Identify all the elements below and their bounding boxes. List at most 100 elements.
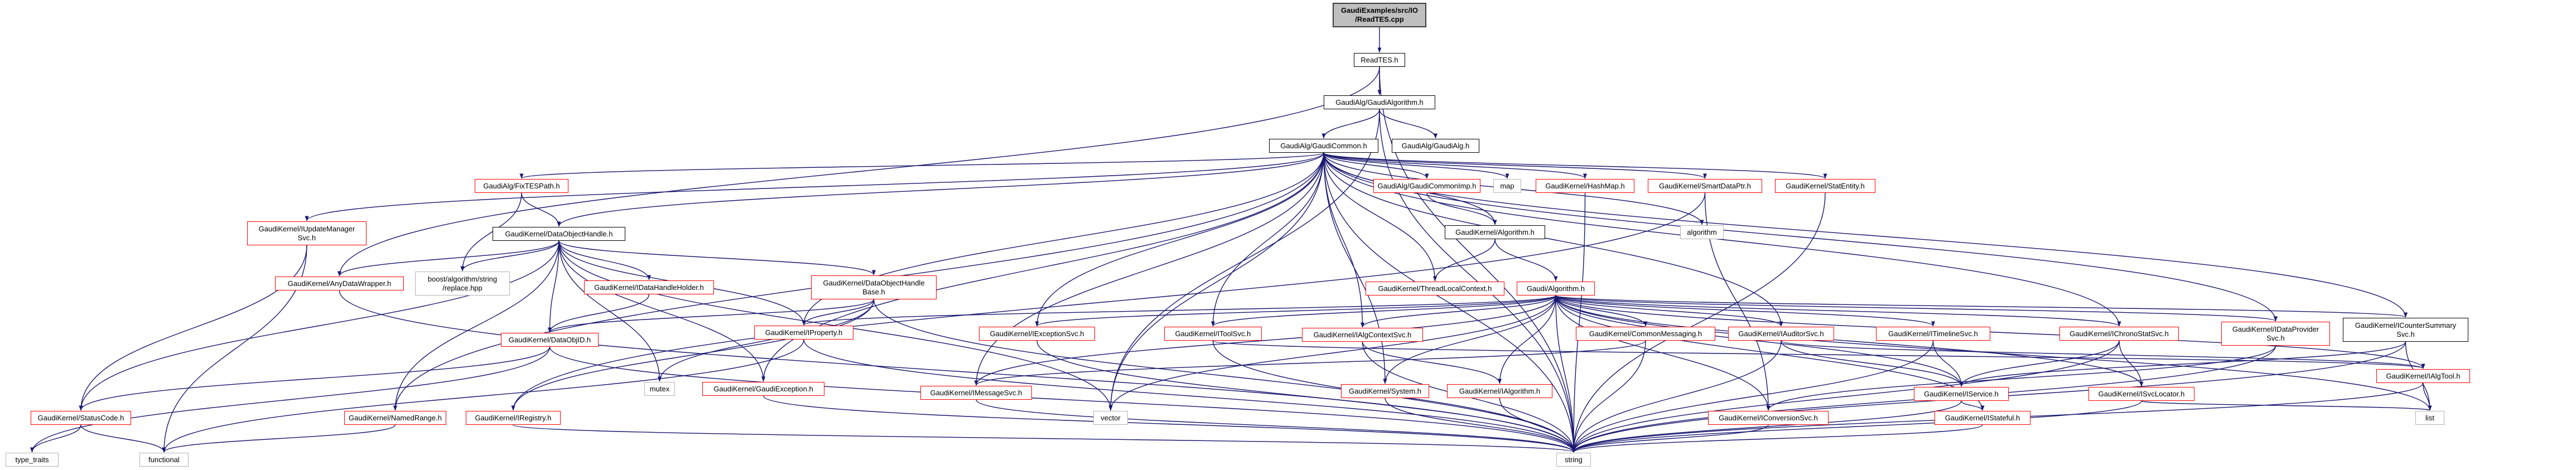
edge-dataobjecthandle-to-gaudiexception — [558, 240, 765, 382]
node-functional[interactable]: functional — [139, 453, 189, 467]
node-isvclocator[interactable]: GaudiKernel/ISvcLocator.h — [2088, 387, 2194, 401]
node-iexceptionsvc[interactable]: GaudiKernel/IExceptionSvc.h — [979, 327, 1095, 341]
edge-dataobjecthandlebase-to-string — [873, 299, 1576, 453]
node-smartdataptr[interactable]: GaudiKernel/SmartDataPtr.h — [1648, 179, 1762, 193]
node-mutex[interactable]: mutex — [644, 382, 675, 396]
node-idataprovidersvc[interactable]: GaudiKernel/IDataProvider Svc.h — [2221, 322, 2330, 346]
edge-gaudicommon-to-iexceptionsvc — [1035, 152, 1324, 327]
edge-gaudicommon-to-iupdatemanagersvc — [305, 152, 1324, 221]
node-ichronostatsvc[interactable]: GaudiKernel/IChronoStatSvc.h — [2059, 327, 2179, 341]
edge-gaudi_algorithm-to-commonmessaging — [1555, 295, 1648, 327]
node-algorithm_std[interactable]: algorithm — [1680, 225, 1724, 239]
node-dataobjecthandlebase[interactable]: GaudiKernel/DataObjectHandle Base.h — [811, 275, 937, 299]
node-ialgorithm[interactable]: GaudiKernel/IAlgorithm.h — [1447, 384, 1552, 398]
node-icountersummarysvc[interactable]: GaudiKernel/ICounterSummary Svc.h — [2343, 318, 2468, 342]
edge-isvclocator-to-list — [2141, 400, 2432, 411]
edge-iregistry-to-string — [513, 424, 1575, 453]
edge-gaudicommon-to-smartdataptr — [1323, 152, 1707, 179]
node-fixtespath[interactable]: GaudiAlg/FixTESPath.h — [475, 179, 568, 193]
edge-idatahandleholder-to-dataobjid — [548, 294, 650, 333]
node-itoolsvc[interactable]: GaudiKernel/IToolSvc.h — [1164, 327, 1262, 341]
edge-gaudi_algorithm-to-iservice — [1555, 295, 1964, 387]
node-commonmessaging[interactable]: GaudiKernel/CommonMessaging.h — [1576, 327, 1715, 341]
node-hashmap[interactable]: GaudiKernel/HashMap.h — [1536, 179, 1634, 193]
node-iconversionsvc[interactable]: GaudiKernel/IConversionSvc.h — [1708, 411, 1829, 425]
edge-ialgcontextsvc-to-ialgorithm — [1362, 341, 1502, 384]
node-statuscode[interactable]: GaudiKernel/StatusCode.h — [31, 411, 131, 425]
edge-gaudialgorithm-to-gaudialg — [1379, 109, 1437, 139]
node-iauditorsvc[interactable]: GaudiKernel/IAuditorSvc.h — [1728, 327, 1834, 341]
node-list[interactable]: list — [2415, 411, 2444, 425]
node-threadlocalcontext[interactable]: GaudiKernel/ThreadLocalContext.h — [1366, 282, 1504, 295]
edge-istateful-to-string — [1571, 424, 1983, 453]
edge-gaudicommon-to-gaudiexception — [761, 152, 1324, 382]
node-imessagesvc[interactable]: GaudiKernel/IMessageSvc.h — [920, 386, 1032, 400]
edge-algorithm_kernel-to-gaudi_algorithm — [1494, 239, 1558, 282]
node-gaudiexception[interactable]: GaudiKernel/GaudiException.h — [702, 382, 824, 396]
node-dataobjecthandle[interactable]: GaudiKernel/DataObjectHandle.h — [493, 227, 625, 241]
node-vector[interactable]: vector — [1093, 411, 1128, 425]
edge-anydatawrapper-to-string — [339, 290, 1576, 453]
edge-dataobjecthandlebase-to-mutex — [658, 299, 875, 382]
edge-gaudi_algorithm-to-ialgorithm — [1498, 295, 1556, 384]
node-itimelinesvc[interactable]: GaudiKernel/ITimelineSvc.h — [1876, 327, 1990, 341]
edge-gaudi_algorithm-to-iconversionsvc — [1555, 295, 1771, 411]
node-gaudicommon[interactable]: GaudiAlg/GaudiCommon.h — [1269, 139, 1378, 153]
node-iupdatemanagersvc[interactable]: GaudiKernel/IUpdateManager Svc.h — [247, 221, 366, 245]
node-dataobjid[interactable]: GaudiKernel/DataObjID.h — [501, 333, 599, 347]
edge-gaudicommon-to-hashmap — [1323, 152, 1587, 179]
edge-gaudi_algorithm-to-ialgcontextsvc — [1361, 295, 1556, 328]
node-gaudialgorithm[interactable]: GaudiAlg/GaudiAlgorithm.h — [1324, 95, 1435, 109]
node-gaudicommonimp[interactable]: GaudiAlg/GaudiCommonImp.h — [1373, 179, 1480, 193]
node-gaudi_algorithm[interactable]: Gaudi/Algorithm.h — [1517, 282, 1595, 295]
node-statentity[interactable]: GaudiKernel/StatEntity.h — [1775, 179, 1875, 193]
edge-imessagesvc-to-string — [976, 399, 1576, 453]
edge-gaudicommon-to-dataobjecthandle — [557, 152, 1324, 227]
node-namedrange[interactable]: GaudiKernel/NamedRange.h — [344, 411, 446, 425]
node-map[interactable]: map — [1493, 179, 1521, 193]
edge-statuscode-to-type_traits — [30, 424, 81, 453]
edge-gaudicommon-to-string — [1323, 152, 1576, 453]
edge-dataobjecthandle-to-anydatawrapper — [337, 240, 559, 277]
edge-gaudi_algorithm-to-iauditorsvc — [1555, 295, 1783, 327]
edge-ialgtool-to-list — [2423, 382, 2432, 411]
edge-gaudi_algorithm-to-itoolsvc — [1211, 295, 1556, 327]
edge-statuscode-to-functional — [80, 424, 166, 453]
node-ialgcontextsvc[interactable]: GaudiKernel/IAlgContextSvc.h — [1302, 328, 1423, 342]
node-algorithm_kernel[interactable]: GaudiKernel/Algorithm.h — [1445, 225, 1545, 239]
node-readtes_cpp[interactable]: GaudiExamples/src/IO /ReadTES.cpp — [1333, 3, 1426, 27]
edge-iservice-to-istateful — [1961, 400, 1985, 411]
edge-commonmessaging-to-imessagesvc — [974, 340, 1646, 386]
node-idatahandleholder[interactable]: GaudiKernel/IDataHandleHolder.h — [584, 280, 714, 294]
edge-gaudicommon-to-imessagesvc — [974, 152, 1324, 386]
node-type_traits[interactable]: type_traits — [6, 453, 59, 467]
node-gaudialg[interactable]: GaudiAlg/GaudiAlg.h — [1392, 139, 1479, 153]
node-iregistry[interactable]: GaudiKernel/IRegistry.h — [466, 411, 561, 425]
edge-icountersummarysvc-to-iservice — [1959, 341, 2406, 387]
edge-commonmessaging-to-string — [1571, 340, 1646, 453]
node-ialgtool[interactable]: GaudiKernel/IAlgTool.h — [2376, 369, 2470, 383]
edge-gaudi_algorithm-to-itimelinesvc — [1555, 295, 1935, 327]
edge-hashmap-to-string — [1571, 192, 1586, 453]
edge-iupdatemanagersvc-to-statuscode — [79, 245, 307, 411]
node-anydatawrapper[interactable]: GaudiKernel/AnyDataWrapper.h — [275, 277, 404, 290]
node-system_h[interactable]: GaudiKernel/System.h — [1341, 384, 1429, 398]
edge-dataobjecthandlebase-to-iproperty — [802, 299, 875, 326]
node-iservice[interactable]: GaudiKernel/IService.h — [1914, 387, 2009, 401]
edge-dataobjecthandle-to-statuscode — [79, 240, 559, 411]
node-boost_replace[interactable]: boost/algorithm/string /replace.hpp — [415, 272, 510, 295]
node-istateful[interactable]: GaudiKernel/IStateful.h — [1935, 411, 2030, 425]
edge-dataobjecthandle-to-namedrange — [393, 240, 559, 411]
edge-gaudialgorithm-to-vector — [1108, 109, 1380, 411]
edge-ichronostatsvc-to-isvclocator — [2119, 340, 2144, 387]
node-string[interactable]: string — [1556, 453, 1591, 467]
edge-dataobjecthandle-to-dataobjecthandlebase — [558, 240, 876, 275]
edge-dataobjecthandle-to-boost_replace — [460, 240, 559, 272]
node-iproperty[interactable]: GaudiKernel/IProperty.h — [754, 326, 853, 340]
edge-gaudi_algorithm-to-iexceptionsvc — [1035, 295, 1556, 327]
edge-namedrange-to-functional — [162, 424, 396, 453]
edge-gaudi_algorithm-to-iproperty — [802, 295, 1556, 326]
edge-ichronostatsvc-to-string — [1571, 340, 2120, 453]
node-readtes_h[interactable]: ReadTES.h — [1354, 53, 1405, 67]
